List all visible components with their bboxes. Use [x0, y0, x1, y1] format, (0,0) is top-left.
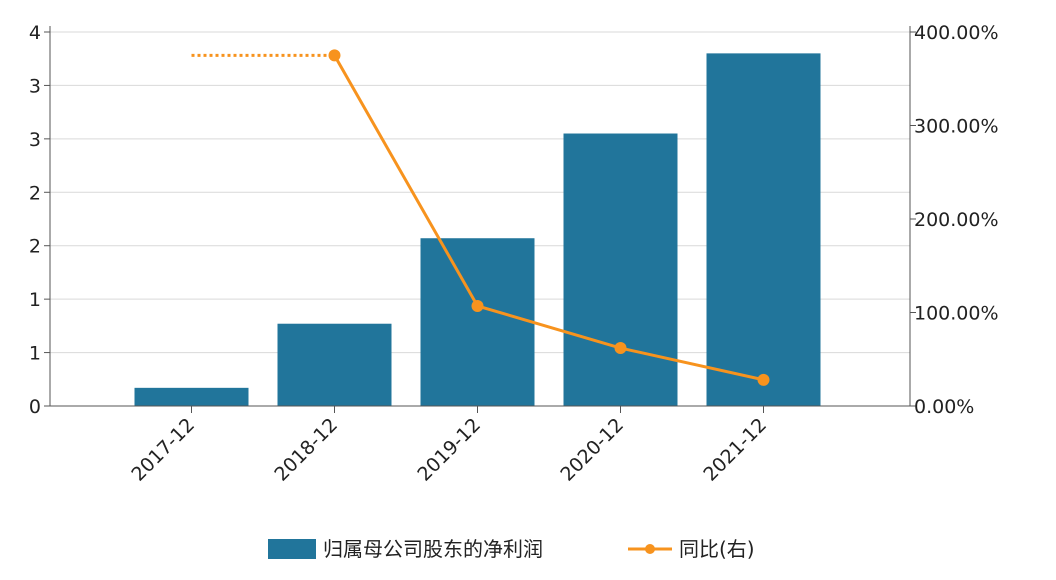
- legend-line-marker: [645, 544, 655, 554]
- right-axis-tick-label: 300.00%: [914, 116, 999, 138]
- yoy-point-2018-12: [328, 49, 341, 62]
- left-axis-tick-label: 2: [29, 182, 41, 204]
- yoy-point-2020-12: [614, 342, 627, 355]
- left-axis-tick-label: 3: [29, 129, 41, 151]
- legend-bar-label: 归属母公司股东的净利润: [323, 537, 543, 561]
- yoy-point-2019-12: [471, 299, 484, 312]
- right-axis-tick-label: 400.00%: [914, 22, 999, 44]
- yoy-point-2021-12: [757, 373, 770, 386]
- x-axis-tick-label: 2017-12: [127, 414, 199, 486]
- x-axis-tick-label: 2020-12: [556, 414, 628, 486]
- right-axis-tick-label: 100.00%: [914, 303, 999, 325]
- x-axis-tick-label: 2021-12: [699, 414, 771, 486]
- left-axis-tick-label: 1: [29, 289, 41, 311]
- left-axis-tick-label: 4: [29, 22, 41, 44]
- x-axis-tick-label: 2018-12: [270, 414, 342, 486]
- legend: 归属母公司股东的净利润 同比(右): [268, 537, 755, 561]
- legend-line-label: 同比(右): [679, 537, 755, 561]
- yoy-line: [191, 49, 770, 386]
- left-axis-tick-label: 0: [29, 396, 41, 418]
- bar-2017-12: [134, 387, 249, 406]
- right-axis-tick-label: 0.00%: [914, 396, 974, 418]
- bar-2020-12: [563, 133, 678, 406]
- legend-bar-swatch: [268, 539, 316, 559]
- left-axis-tick-label: 2: [29, 236, 41, 258]
- bars: [134, 53, 821, 406]
- bar-2021-12: [706, 53, 821, 406]
- right-axis-tick-label: 200.00%: [914, 209, 999, 231]
- x-axis-tick-label: 2019-12: [413, 414, 485, 486]
- bar-2019-12: [420, 238, 535, 406]
- left-axis-tick-label: 3: [29, 75, 41, 97]
- yoy-line-path: [333, 54, 764, 382]
- bar-2018-12: [277, 323, 392, 406]
- left-axis-tick-label: 1: [29, 343, 41, 365]
